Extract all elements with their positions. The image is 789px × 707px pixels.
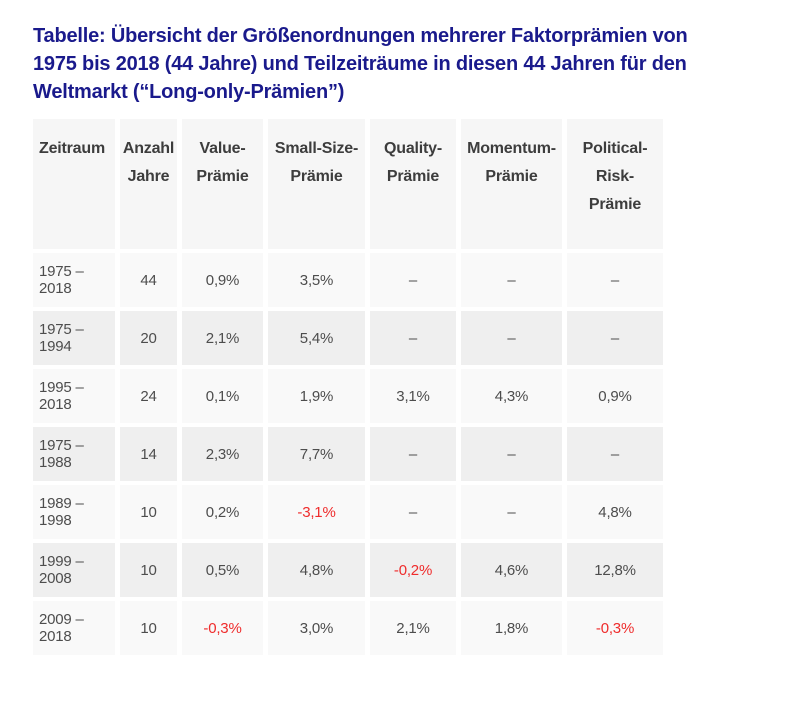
factor-premiums-table: Zeitraum Anzahl Jahre Value- Prämie Small-S… bbox=[28, 115, 668, 659]
premium-value-cell: 10 bbox=[120, 485, 177, 539]
table-body: 1975 – 2018 44 0,9% 3,5% – – –1975 – 1994 20 2,1… bbox=[33, 253, 663, 655]
premium-value-cell: – bbox=[370, 253, 456, 307]
column-header: Political- Risk- Prämie bbox=[567, 119, 663, 249]
table-header-row: Zeitraum Anzahl Jahre Value- Prämie Small-S… bbox=[33, 119, 663, 249]
premium-value-cell: 12,8% bbox=[567, 543, 663, 597]
premium-value-cell: – bbox=[567, 427, 663, 481]
zeitraum-cell: 1975 – 1988 bbox=[33, 427, 115, 481]
premium-value-cell: 2,1% bbox=[182, 311, 263, 365]
premium-value-cell: – bbox=[370, 311, 456, 365]
premium-value-cell: 44 bbox=[120, 253, 177, 307]
column-header: Anzahl Jahre bbox=[120, 119, 177, 249]
premium-value-cell: -0,2% bbox=[370, 543, 456, 597]
premium-value-cell: – bbox=[370, 485, 456, 539]
premium-value-cell: 1,9% bbox=[268, 369, 365, 423]
column-header: Zeitraum bbox=[33, 119, 115, 249]
premium-value-cell: 10 bbox=[120, 601, 177, 655]
table-row: 1975 – 2018 44 0,9% 3,5% – – – bbox=[33, 253, 663, 307]
premium-value-cell: 4,8% bbox=[567, 485, 663, 539]
premium-value-cell: 0,9% bbox=[182, 253, 263, 307]
premium-value-cell: 0,9% bbox=[567, 369, 663, 423]
premium-value-cell: – bbox=[370, 427, 456, 481]
premium-value-cell: 3,1% bbox=[370, 369, 456, 423]
premium-value-cell: 20 bbox=[120, 311, 177, 365]
premium-value-cell: – bbox=[461, 427, 562, 481]
premium-value-cell: 0,1% bbox=[182, 369, 263, 423]
column-header: Small-Size- Prämie bbox=[268, 119, 365, 249]
premium-value-cell: – bbox=[461, 253, 562, 307]
premium-value-cell: 7,7% bbox=[268, 427, 365, 481]
premium-value-cell: 0,2% bbox=[182, 485, 263, 539]
zeitraum-cell: 2009 – 2018 bbox=[33, 601, 115, 655]
premium-value-cell: -3,1% bbox=[268, 485, 365, 539]
premium-value-cell: – bbox=[567, 253, 663, 307]
premium-value-cell: 0,5% bbox=[182, 543, 263, 597]
premium-value-cell: – bbox=[461, 485, 562, 539]
premium-value-cell: 4,6% bbox=[461, 543, 562, 597]
premium-value-cell: 4,8% bbox=[268, 543, 365, 597]
article-page: Tabelle: Übersicht der Größenordnungen m… bbox=[0, 22, 789, 659]
premium-value-cell: -0,3% bbox=[567, 601, 663, 655]
zeitraum-cell: 1989 – 1998 bbox=[33, 485, 115, 539]
table-row: 1989 – 1998 10 0,2% -3,1% – –4,8% bbox=[33, 485, 663, 539]
premium-value-cell: 3,0% bbox=[268, 601, 365, 655]
column-header: Value- Prämie bbox=[182, 119, 263, 249]
premium-value-cell: 24 bbox=[120, 369, 177, 423]
table-row: 2009 – 2018 10 -0,3% 3,0% 2,1% 1,8% -0,3% bbox=[33, 601, 663, 655]
table-header: Zeitraum Anzahl Jahre Value- Prämie Small-S… bbox=[33, 119, 663, 249]
zeitraum-cell: 1995 – 2018 bbox=[33, 369, 115, 423]
premium-value-cell: 5,4% bbox=[268, 311, 365, 365]
column-header: Quality- Prämie bbox=[370, 119, 456, 249]
table-row: 1999 – 2008 10 0,5% 4,8% -0,2% 4,6% 12,8% bbox=[33, 543, 663, 597]
premium-value-cell: 10 bbox=[120, 543, 177, 597]
premium-value-cell: 2,1% bbox=[370, 601, 456, 655]
premium-value-cell: 4,3% bbox=[461, 369, 562, 423]
zeitraum-cell: 1975 – 1994 bbox=[33, 311, 115, 365]
zeitraum-cell: 1975 – 2018 bbox=[33, 253, 115, 307]
premium-value-cell: 3,5% bbox=[268, 253, 365, 307]
premium-value-cell: 14 bbox=[120, 427, 177, 481]
zeitraum-cell: 1999 – 2008 bbox=[33, 543, 115, 597]
column-header: Momentum- Prämie bbox=[461, 119, 562, 249]
table-row: 1995 – 2018 24 0,1% 1,9% 3,1% 4,3% 0,9% bbox=[33, 369, 663, 423]
premium-value-cell: 2,3% bbox=[182, 427, 263, 481]
table-title: Tabelle: Übersicht der Größenordnungen m… bbox=[33, 25, 688, 103]
premium-value-cell: 1,8% bbox=[461, 601, 562, 655]
premium-value-cell: -0,3% bbox=[182, 601, 263, 655]
premium-value-cell: – bbox=[567, 311, 663, 365]
premium-value-cell: – bbox=[461, 311, 562, 365]
table-row: 1975 – 1994 20 2,1% 5,4% – – – bbox=[33, 311, 663, 365]
table-row: 1975 – 1988 14 2,3% 7,7% – – – bbox=[33, 427, 663, 481]
